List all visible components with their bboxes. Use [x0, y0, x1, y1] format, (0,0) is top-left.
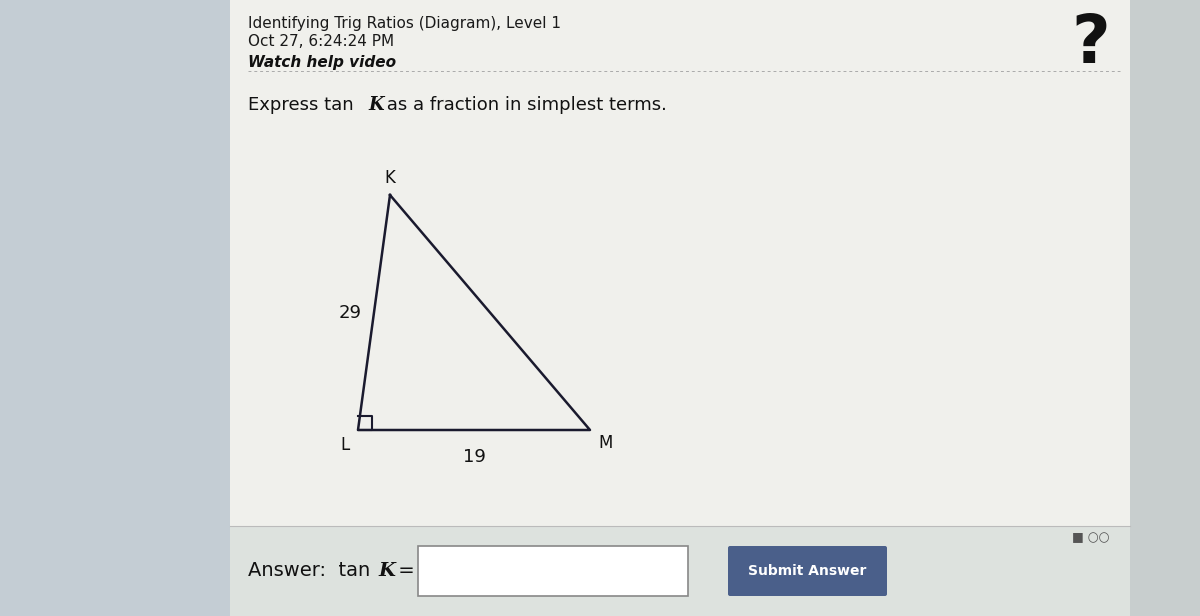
Bar [230, 0, 1130, 616]
Text: Answer:  tan: Answer: tan [248, 562, 377, 580]
FancyBboxPatch shape [728, 546, 887, 596]
Text: M: M [598, 434, 612, 452]
Text: Oct 27, 6:24:24 PM: Oct 27, 6:24:24 PM [248, 34, 394, 49]
Bar [230, 526, 1130, 616]
Bar [0, 0, 230, 616]
Text: ■ ○○: ■ ○○ [1073, 531, 1110, 544]
Text: K: K [384, 169, 396, 187]
Text: Watch help video: Watch help video [248, 55, 396, 70]
Text: 29: 29 [340, 304, 362, 322]
Text: ?: ? [1072, 11, 1110, 77]
Text: =: = [392, 562, 415, 580]
Text: K: K [368, 96, 384, 114]
Text: Submit Answer: Submit Answer [748, 564, 866, 578]
Text: K: K [378, 562, 395, 580]
FancyBboxPatch shape [418, 546, 688, 596]
Text: L: L [341, 436, 350, 454]
Text: Identifying Trig Ratios (Diagram), Level 1: Identifying Trig Ratios (Diagram), Level… [248, 16, 562, 31]
Bar [1130, 0, 1200, 616]
Text: Express tan: Express tan [248, 96, 359, 114]
Text: as a fraction in simplest terms.: as a fraction in simplest terms. [382, 96, 667, 114]
Text: 19: 19 [462, 448, 486, 466]
